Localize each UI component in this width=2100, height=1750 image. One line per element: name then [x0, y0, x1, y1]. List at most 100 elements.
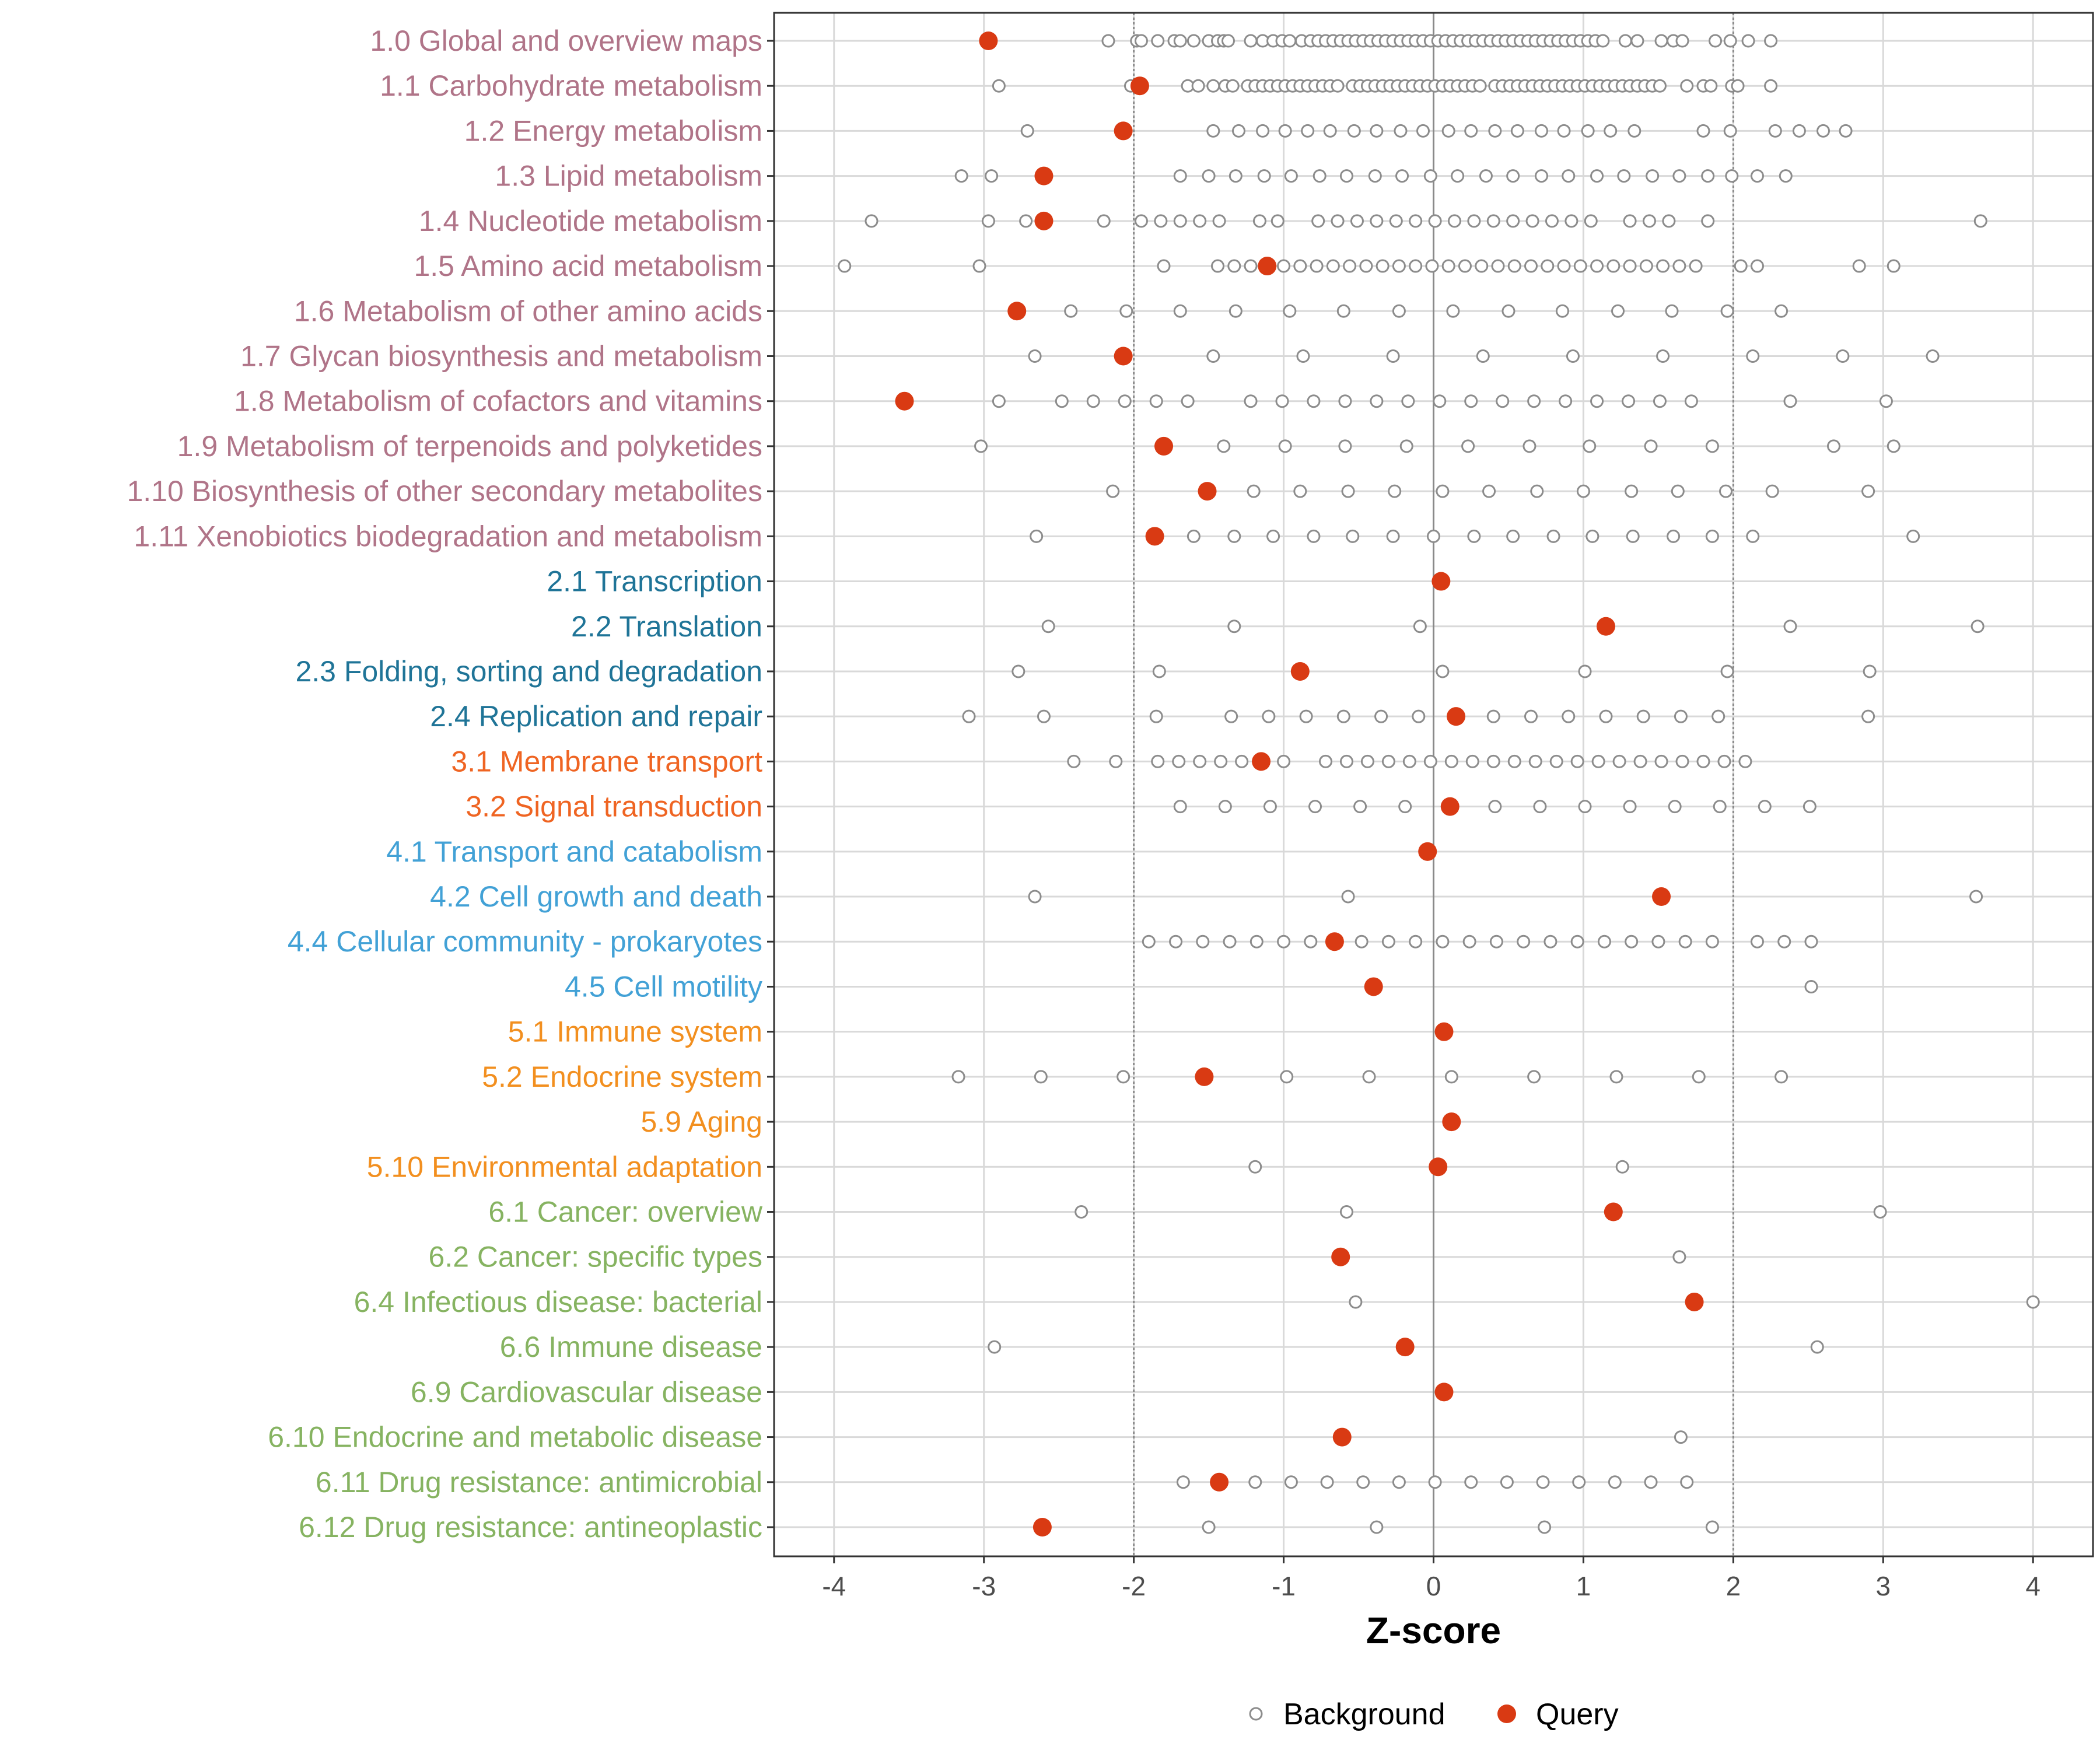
background-point — [1534, 169, 1548, 183]
category-label: 6.12 Drug resistance: antineoplastic — [299, 1511, 762, 1544]
background-point — [1696, 124, 1710, 138]
background-point — [1779, 169, 1793, 183]
background-point — [1861, 709, 1875, 723]
background-point — [1360, 754, 1374, 768]
background-point — [1441, 259, 1455, 273]
background-point — [1906, 529, 1920, 543]
background-point — [1675, 754, 1689, 768]
background-point — [1636, 709, 1650, 723]
background-point — [1359, 259, 1373, 273]
background-point — [864, 214, 878, 228]
background-point — [1584, 214, 1598, 228]
background-point — [1496, 394, 1510, 408]
category-label: 1.5 Amino acid metabolism — [414, 250, 762, 282]
background-point — [1557, 259, 1571, 273]
background-point — [1746, 529, 1760, 543]
background-point — [1280, 1070, 1294, 1084]
background-point — [1668, 800, 1682, 814]
query-point — [1596, 617, 1615, 636]
background-point — [1578, 664, 1592, 678]
background-point — [1723, 34, 1737, 48]
query-point — [1130, 76, 1149, 96]
background-point — [1486, 214, 1500, 228]
query-points — [895, 32, 1704, 1536]
background-point — [1134, 214, 1148, 228]
background-point — [1416, 124, 1430, 138]
background-point — [1546, 529, 1560, 543]
background-point — [1482, 484, 1496, 498]
background-point — [1311, 214, 1325, 228]
background-point — [1680, 1475, 1694, 1489]
background-point — [1667, 529, 1681, 543]
background-point — [838, 259, 852, 273]
background-point — [1206, 79, 1220, 93]
category-label: 1.1 Carbohydrate metabolism — [380, 69, 762, 102]
category-label: 5.1 Immune system — [508, 1016, 762, 1048]
background-point — [1723, 124, 1737, 138]
background-point — [972, 259, 986, 273]
background-point — [1173, 169, 1187, 183]
query-point — [1442, 1112, 1461, 1132]
background-point — [1973, 214, 1987, 228]
background-point — [1817, 124, 1831, 138]
background-point — [1502, 304, 1516, 318]
background-point — [1223, 935, 1237, 949]
background-point — [1564, 214, 1578, 228]
background-point — [1339, 169, 1353, 183]
background-point — [1783, 394, 1797, 408]
background-point — [1191, 79, 1205, 93]
background-point — [1012, 664, 1026, 678]
background-point — [1142, 935, 1156, 949]
background-point — [1441, 124, 1455, 138]
background-point — [1370, 394, 1384, 408]
background-point — [1765, 484, 1779, 498]
background-point — [1464, 394, 1478, 408]
category-label: 1.9 Metabolism of terpenoids and polyket… — [177, 430, 762, 463]
background-point — [1227, 259, 1241, 273]
background-point — [1507, 754, 1521, 768]
background-point — [1307, 529, 1321, 543]
background-point — [1644, 1475, 1658, 1489]
background-point — [1392, 304, 1406, 318]
background-point — [1879, 394, 1893, 408]
legend-background-marker — [1249, 1707, 1263, 1721]
background-point — [1444, 1070, 1458, 1084]
background-point — [1262, 709, 1276, 723]
query-point — [1332, 1427, 1352, 1447]
background-point — [1527, 1070, 1541, 1084]
background-point — [1283, 34, 1297, 48]
background-point — [1656, 259, 1670, 273]
background-point — [1725, 169, 1739, 183]
background-point — [1284, 1475, 1298, 1489]
background-point — [1611, 304, 1625, 318]
background-point — [1370, 214, 1384, 228]
query-point — [1429, 1157, 1448, 1177]
background-point — [1672, 1250, 1686, 1264]
background-point — [1134, 34, 1148, 48]
background-point — [1464, 1475, 1478, 1489]
background-point — [1489, 935, 1503, 949]
background-point — [1409, 259, 1423, 273]
background-point — [1248, 1160, 1262, 1174]
background-point — [1581, 124, 1595, 138]
background-point — [1731, 79, 1745, 93]
background-point — [1604, 124, 1618, 138]
background-point — [1277, 259, 1291, 273]
category-label: 1.3 Lipid metabolism — [495, 160, 762, 192]
background-point — [1475, 259, 1489, 273]
background-point — [1606, 259, 1620, 273]
background-point — [1277, 935, 1291, 949]
category-label: 1.4 Nucleotide metabolism — [419, 205, 762, 237]
background-point — [1887, 439, 1901, 453]
background-point — [1173, 214, 1187, 228]
background-point — [1326, 259, 1340, 273]
background-point — [1227, 529, 1241, 543]
background-point — [1149, 394, 1163, 408]
background-point — [1609, 1070, 1623, 1084]
reference-lines — [1133, 13, 1734, 1556]
background-point — [1672, 259, 1686, 273]
background-points — [838, 34, 2040, 1534]
query-point — [1440, 797, 1460, 816]
background-point — [1055, 394, 1069, 408]
background-point — [1705, 1520, 1719, 1534]
